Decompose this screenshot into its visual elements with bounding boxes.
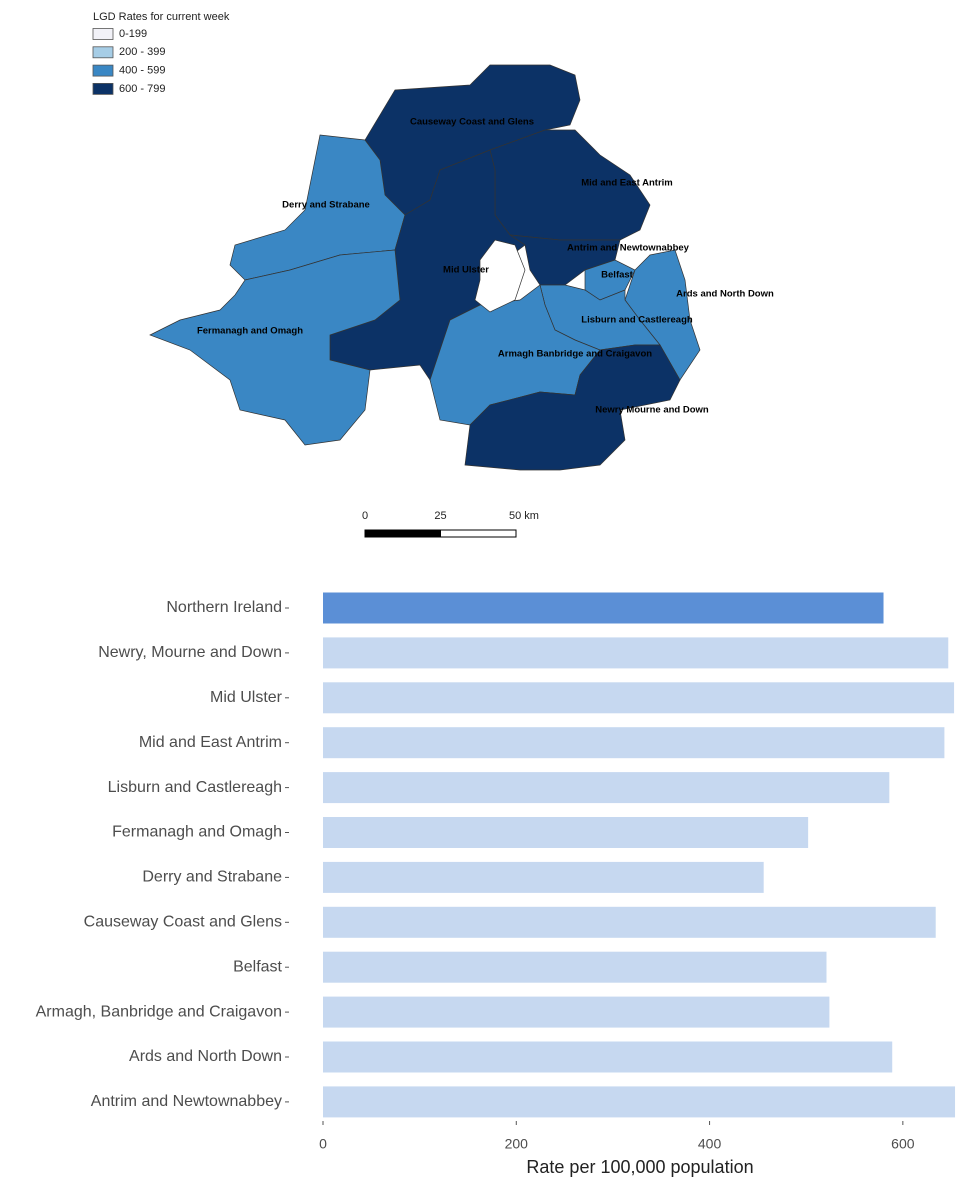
x-tick-label: 0 xyxy=(319,1136,327,1152)
bar xyxy=(323,996,830,1028)
scale-label: 0 xyxy=(362,510,368,522)
bar xyxy=(323,906,936,938)
scale-label: 25 xyxy=(434,510,446,522)
bar xyxy=(323,951,827,983)
region-label: Causeway Coast and Glens xyxy=(410,117,534,128)
region xyxy=(464,344,681,471)
bar xyxy=(323,592,884,624)
legend-label: 600 - 799 xyxy=(119,83,165,95)
scale-label: 50 km xyxy=(509,510,539,522)
y-tick-label: Fermanagh and Omagh xyxy=(112,824,282,841)
region-label: Antrim and Newtownabbey xyxy=(567,243,690,254)
legend-swatch xyxy=(92,28,114,40)
region-label: Lisburn and Castlereagh xyxy=(581,315,693,326)
y-tick-label: Armagh, Banbridge and Craigavon xyxy=(36,1003,282,1020)
y-tick-label: Belfast xyxy=(233,958,282,975)
x-tick-label: 600 xyxy=(891,1136,915,1152)
region-label: Newry Mourne and Down xyxy=(595,405,709,416)
bar xyxy=(323,637,949,669)
y-tick-label: Antrim and Newtownabbey xyxy=(91,1093,282,1110)
x-tick-label: 200 xyxy=(505,1136,529,1152)
bar xyxy=(323,727,945,759)
map: LGD Rates for current week 0-199 200 - 399… xyxy=(92,11,774,538)
region-label: Belfast xyxy=(601,270,634,281)
legend-label: 400 - 599 xyxy=(119,65,165,77)
bar xyxy=(323,817,809,848)
scale-bar-white xyxy=(440,529,517,538)
bar xyxy=(323,861,764,893)
y-tick-label: Causeway Coast and Glens xyxy=(84,914,282,931)
lough-neagh xyxy=(474,239,526,313)
bar xyxy=(323,1086,956,1118)
y-tick-label: Mid Ulster xyxy=(210,689,283,706)
bar xyxy=(323,682,955,714)
chart: Northern Ireland Newry, Mourne and Down Mi… xyxy=(36,592,956,1177)
legend-swatch xyxy=(92,64,114,77)
legend-swatch xyxy=(92,83,114,95)
region-label: Ards and North Down xyxy=(676,289,774,300)
legend-label: 200 - 399 xyxy=(119,46,165,58)
region-label: Mid and East Antrim xyxy=(581,178,673,189)
x-axis-title: Rate per 100,000 population xyxy=(526,1157,753,1177)
region-label: Armagh Banbridge and Craigavon xyxy=(498,349,652,360)
region-label: Derry and Strabane xyxy=(282,200,370,211)
legend-swatch xyxy=(92,46,114,59)
bar xyxy=(323,1041,893,1073)
scale-bar-black xyxy=(364,529,441,538)
legend-title: LGD Rates for current week xyxy=(93,11,230,23)
y-tick-label: Mid and East Antrim xyxy=(139,734,282,751)
y-tick-label: Newry, Mourne and Down xyxy=(98,644,282,661)
region xyxy=(149,249,401,446)
region-label: Mid Ulster xyxy=(443,265,489,276)
y-tick-label: Ards and North Down xyxy=(129,1048,282,1065)
y-tick-label: Lisburn and Castlereagh xyxy=(108,779,282,796)
x-tick-label: 400 xyxy=(698,1136,722,1152)
legend-label: 0-199 xyxy=(119,28,147,40)
y-tick-label: Derry and Strabane xyxy=(142,869,282,886)
region xyxy=(509,234,621,286)
bar xyxy=(323,772,890,804)
region-label: Fermanagh and Omagh xyxy=(197,326,303,337)
y-tick-label: Northern Ireland xyxy=(166,599,282,616)
